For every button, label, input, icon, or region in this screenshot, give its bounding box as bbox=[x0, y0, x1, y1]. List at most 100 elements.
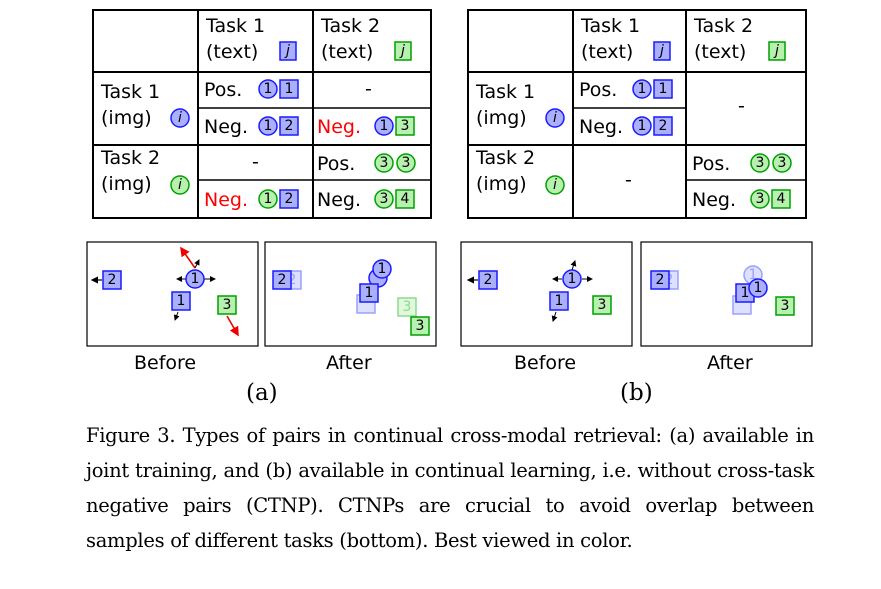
image-icon: i bbox=[545, 108, 565, 128]
svg-text:2: 2 bbox=[278, 272, 287, 288]
b-cell-neg: Neg. bbox=[579, 116, 623, 138]
b-row-header-1-line1: Task 1 bbox=[475, 81, 535, 103]
svg-text:3: 3 bbox=[223, 297, 232, 313]
b-after-label: After bbox=[707, 352, 753, 374]
svg-text:3: 3 bbox=[778, 155, 787, 171]
a-cell-pos: Pos. bbox=[204, 79, 242, 101]
pair-1-2: 1 2 bbox=[258, 116, 299, 136]
image-icon: i bbox=[170, 108, 190, 128]
b-row-header-2-line1: Task 2 bbox=[475, 147, 535, 169]
a-after-label: After bbox=[326, 352, 372, 374]
b-before-label: Before bbox=[514, 352, 576, 374]
a-col-header-2-line2: (text) bbox=[321, 41, 373, 63]
svg-text:2: 2 bbox=[285, 191, 294, 207]
svg-text:2: 2 bbox=[484, 272, 493, 288]
panel-a-label: (a) bbox=[246, 380, 278, 406]
svg-text:1: 1 bbox=[191, 271, 200, 287]
svg-text:2: 2 bbox=[108, 272, 117, 288]
text-icon: j bbox=[768, 41, 786, 61]
a-row-header-1-line1: Task 1 bbox=[100, 81, 160, 103]
image-icon: i bbox=[545, 175, 565, 195]
text-icon: j bbox=[394, 41, 412, 61]
a-cell-neg: Neg. bbox=[317, 189, 361, 211]
svg-text:i: i bbox=[553, 177, 557, 193]
panel-a-before: 2 1 1 3 bbox=[86, 241, 259, 347]
svg-text:1: 1 bbox=[741, 285, 750, 301]
panel-a-table: Task 1 (text) j Task 2 (text) j Task 1 (… bbox=[92, 9, 432, 219]
svg-text:3: 3 bbox=[402, 155, 411, 171]
panel-b-label: (b) bbox=[620, 380, 653, 406]
svg-text:3: 3 bbox=[598, 297, 607, 313]
svg-text:3: 3 bbox=[756, 191, 765, 207]
a-row-header-2-line2: (img) bbox=[101, 173, 152, 195]
a-cell-dash: - bbox=[365, 78, 372, 100]
text-icon: j bbox=[653, 41, 671, 61]
svg-text:i: i bbox=[178, 177, 182, 193]
panel-b-before: 2 1 1 3 bbox=[460, 241, 633, 347]
b-col-header-1-line1: Task 1 bbox=[580, 15, 640, 37]
a-before-label: Before bbox=[134, 352, 196, 374]
a-row-header-2-line1: Task 2 bbox=[100, 147, 160, 169]
svg-text:2: 2 bbox=[659, 118, 668, 134]
svg-text:1: 1 bbox=[638, 118, 647, 134]
svg-text:1: 1 bbox=[264, 81, 273, 97]
b-row-header-1-line2: (img) bbox=[476, 107, 527, 129]
svg-text:3: 3 bbox=[380, 191, 389, 207]
text-icon: j bbox=[279, 41, 297, 61]
svg-text:1: 1 bbox=[555, 293, 564, 309]
pair-3-4: 3 4 bbox=[374, 189, 415, 209]
pair-1-2: 1 2 bbox=[632, 116, 673, 136]
svg-text:j: j bbox=[284, 43, 290, 59]
a-row-header-1-line2: (img) bbox=[101, 107, 152, 129]
svg-text:j: j bbox=[399, 43, 405, 59]
svg-text:1: 1 bbox=[638, 81, 647, 97]
pair-1-1: 1 1 bbox=[632, 79, 673, 99]
pair-3-3: 3 3 bbox=[374, 153, 416, 173]
svg-text:1: 1 bbox=[365, 285, 374, 301]
svg-text:1: 1 bbox=[568, 271, 577, 287]
b-cell-pos: Pos. bbox=[692, 153, 730, 175]
a-col-header-1-line2: (text) bbox=[206, 41, 258, 63]
svg-text:i: i bbox=[553, 110, 557, 126]
svg-text:3: 3 bbox=[401, 118, 410, 134]
a-cell-neg-cross: Neg. bbox=[317, 116, 361, 138]
b-cell-dash: - bbox=[625, 169, 632, 191]
svg-text:2: 2 bbox=[288, 272, 297, 288]
pair-1-1: 1 1 bbox=[258, 79, 299, 99]
panel-b-after: 2 2 1 1 1 3 bbox=[640, 241, 813, 347]
a-cell-neg: Neg. bbox=[204, 116, 248, 138]
b-col-header-1-line2: (text) bbox=[581, 41, 633, 63]
a-cell-dash: - bbox=[252, 151, 259, 173]
b-cell-dash: - bbox=[738, 95, 745, 117]
svg-text:1: 1 bbox=[380, 118, 389, 134]
panel-a-after: 2 2 1 1 3 3 bbox=[264, 241, 437, 347]
svg-text:1: 1 bbox=[659, 81, 668, 97]
svg-text:3: 3 bbox=[756, 155, 765, 171]
svg-text:1: 1 bbox=[285, 81, 294, 97]
b-row-header-2-line2: (img) bbox=[476, 173, 527, 195]
a-col-header-2-line1: Task 2 bbox=[320, 15, 380, 37]
a-col-header-1-line1: Task 1 bbox=[205, 15, 265, 37]
a-cell-pos: Pos. bbox=[317, 153, 355, 175]
svg-text:3: 3 bbox=[781, 298, 790, 314]
b-cell-pos: Pos. bbox=[579, 79, 617, 101]
svg-text:i: i bbox=[178, 110, 182, 126]
svg-text:3: 3 bbox=[380, 155, 389, 171]
svg-text:1: 1 bbox=[378, 261, 387, 277]
svg-text:4: 4 bbox=[401, 191, 410, 207]
pair-1-3: 1 3 bbox=[374, 116, 415, 136]
svg-text:j: j bbox=[773, 43, 779, 59]
figure-caption: Figure 3. Types of pairs in continual cr… bbox=[86, 424, 814, 552]
pair-3-3: 3 3 bbox=[750, 153, 792, 173]
a-cell-neg-cross: Neg. bbox=[204, 189, 248, 211]
svg-text:1: 1 bbox=[177, 293, 186, 309]
pair-3-2: 1 2 bbox=[258, 189, 299, 209]
svg-text:1: 1 bbox=[264, 191, 273, 207]
svg-text:1: 1 bbox=[754, 280, 763, 296]
svg-text:1: 1 bbox=[264, 118, 273, 134]
svg-text:2: 2 bbox=[285, 118, 294, 134]
svg-text:4: 4 bbox=[777, 191, 786, 207]
image-icon: i bbox=[170, 175, 190, 195]
svg-text:3: 3 bbox=[403, 299, 412, 315]
svg-text:j: j bbox=[658, 43, 664, 59]
